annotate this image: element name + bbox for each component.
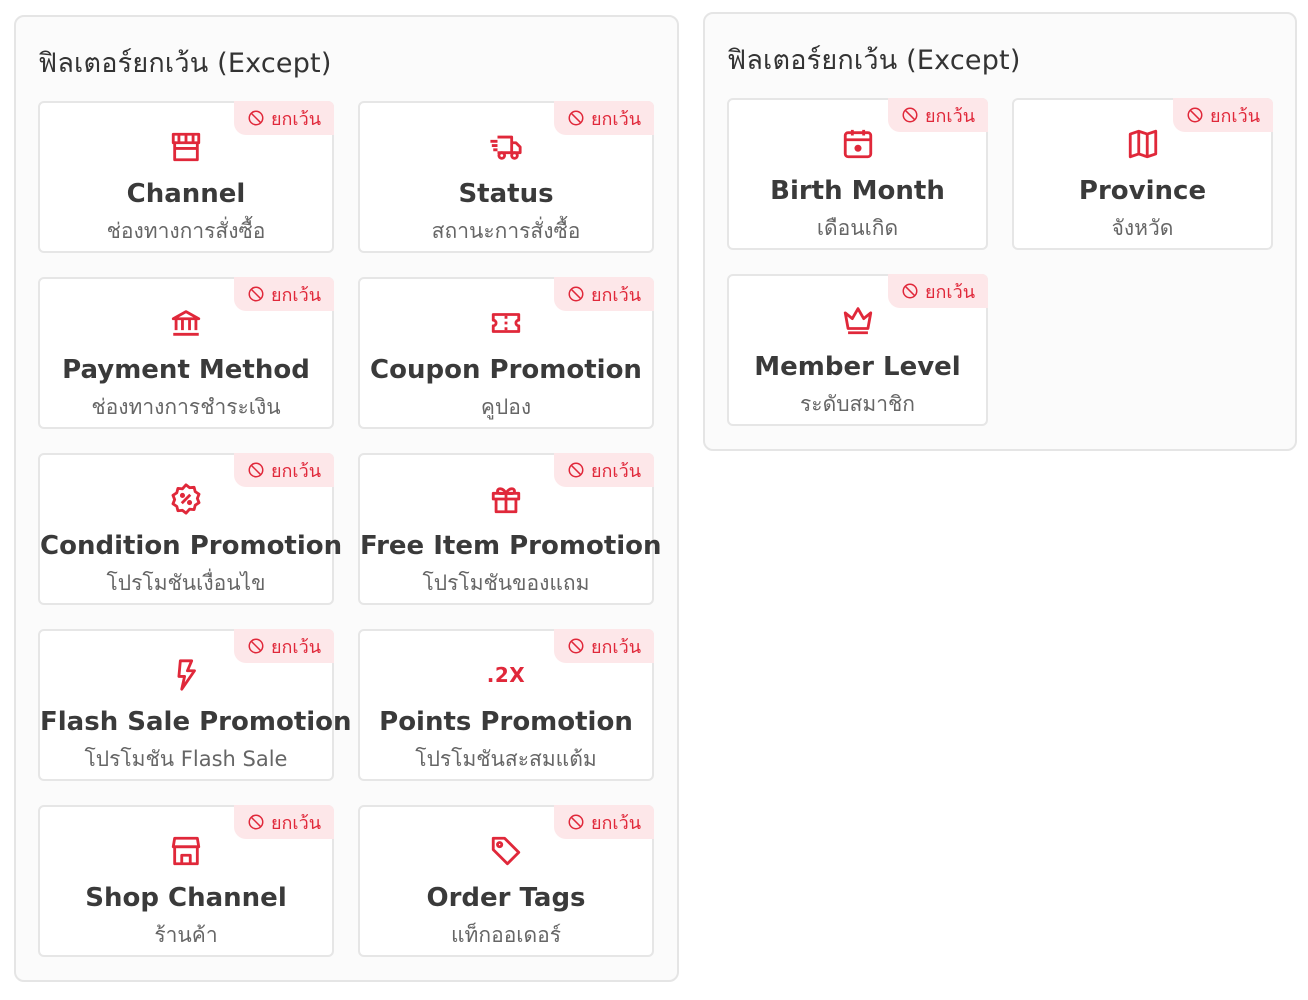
card-subtitle: โปรโมชันสะสมแต้ม — [415, 747, 597, 771]
card-title: Status — [458, 179, 554, 209]
filter-card-payment-method[interactable]: ยกเว้น Payment Method ช่องทางการชำระเงิน — [38, 277, 334, 429]
except-badge: ยกเว้น — [554, 101, 654, 135]
filter-card-flash-sale-promotion[interactable]: ยกเว้น Flash Sale Promotion โปรโมชัน Fla… — [38, 629, 352, 781]
card-title: Payment Method — [62, 355, 310, 385]
except-badge: ยกเว้น — [1173, 98, 1273, 132]
filter-card-status[interactable]: ยกเว้น Status สถานะการสั่งซื้อ — [358, 101, 654, 253]
card-title: Flash Sale Promotion — [40, 707, 352, 737]
ban-icon — [247, 109, 265, 127]
filter-card-coupon-promotion[interactable]: ยกเว้น Coupon Promotion คูปอง — [358, 277, 654, 429]
card-title: Points Promotion — [379, 707, 633, 737]
shop-icon — [168, 833, 204, 869]
truck-icon — [488, 129, 524, 165]
card-title: Province — [1078, 176, 1207, 206]
filter-card-channel[interactable]: ยกเว้น Channel ช่องทางการสั่งซื้อ — [38, 101, 334, 253]
crown-icon — [840, 302, 876, 338]
except-badge: ยกเว้น — [234, 101, 334, 135]
except-badge: ยกเว้น — [554, 629, 654, 663]
filter-card-birth-month[interactable]: ยกเว้น Birth Month เดือนเกิด — [727, 98, 988, 250]
gift-icon — [488, 481, 524, 517]
filter-card-condition-promotion[interactable]: ยกเว้น Condition Promotion โปรโมชันเงื่อ… — [38, 453, 343, 605]
ban-icon — [901, 282, 919, 300]
lightning-icon — [168, 657, 204, 693]
card-subtitle: โปรโมชัน Flash Sale — [84, 747, 288, 771]
card-title: Order Tags — [426, 883, 586, 913]
except-badge: ยกเว้น — [554, 453, 654, 487]
card-subtitle: โปรโมชันเงื่อนไข — [106, 571, 266, 595]
card-title: Channel — [126, 179, 246, 209]
except-badge: ยกเว้น — [234, 453, 334, 487]
filter-card-member-level[interactable]: ยกเว้น Member Level ระดับสมาชิก — [727, 274, 988, 426]
card-subtitle: จังหวัด — [1111, 216, 1174, 240]
ban-icon — [247, 461, 265, 479]
discount-badge-icon — [168, 481, 204, 517]
except-badge: ยกเว้น — [888, 98, 988, 132]
except-badge: ยกเว้น — [554, 277, 654, 311]
ban-icon — [1186, 106, 1204, 124]
ban-icon — [567, 461, 585, 479]
ban-icon — [247, 285, 265, 303]
multiplier-icon: .2X — [486, 663, 526, 687]
filter-card-order-tags[interactable]: ยกเว้น Order Tags แท็กออเดอร์ — [358, 805, 654, 957]
except-badge: ยกเว้น — [234, 805, 334, 839]
except-badge: ยกเว้น — [234, 277, 334, 311]
card-subtitle: ช่องทางการสั่งซื้อ — [106, 219, 266, 243]
card-title: Birth Month — [770, 176, 945, 206]
card-title: Member Level — [754, 352, 961, 382]
calendar-icon — [840, 126, 876, 162]
ban-icon — [247, 813, 265, 831]
card-subtitle: เดือนเกิด — [816, 216, 899, 240]
ban-icon — [567, 285, 585, 303]
except-badge: ยกเว้น — [554, 805, 654, 839]
ban-icon — [567, 109, 585, 127]
ban-icon — [567, 813, 585, 831]
bank-icon — [168, 305, 204, 341]
card-subtitle: ช่องทางการชำระเงิน — [91, 395, 281, 419]
ban-icon — [567, 637, 585, 655]
ban-icon — [901, 106, 919, 124]
panel-title: ฟิลเตอร์ยกเว้น (Except) — [38, 48, 332, 79]
panel-title: ฟิลเตอร์ยกเว้น (Except) — [727, 45, 1021, 76]
filter-card-shop-channel[interactable]: ยกเว้น Shop Channel ร้านค้า — [38, 805, 334, 957]
card-title: Free Item Promotion — [360, 531, 662, 561]
filter-card-free-item-promotion[interactable]: ยกเว้น Free Item Promotion โปรโมชันของแถ… — [358, 453, 662, 605]
except-badge: ยกเว้น — [888, 274, 988, 308]
card-subtitle: ร้านค้า — [154, 923, 218, 947]
filter-card-points-promotion[interactable]: ยกเว้น .2X Points Promotion โปรโมชันสะสม… — [358, 629, 654, 781]
card-title: Shop Channel — [85, 883, 287, 913]
card-subtitle: ระดับสมาชิก — [800, 392, 915, 416]
map-icon — [1125, 126, 1161, 162]
store-icon — [168, 129, 204, 165]
tag-icon — [488, 833, 524, 869]
card-subtitle: โปรโมชันของแถม — [422, 571, 590, 595]
card-subtitle: สถานะการสั่งซื้อ — [431, 219, 581, 243]
card-subtitle: คูปอง — [480, 395, 532, 419]
card-title: Condition Promotion — [40, 531, 343, 561]
filter-card-province[interactable]: ยกเว้น Province จังหวัด — [1012, 98, 1273, 250]
card-subtitle: แท็กออเดอร์ — [450, 923, 562, 947]
ticket-icon — [488, 305, 524, 341]
card-title: Coupon Promotion — [370, 355, 642, 385]
except-badge: ยกเว้น — [234, 629, 334, 663]
ban-icon — [247, 637, 265, 655]
